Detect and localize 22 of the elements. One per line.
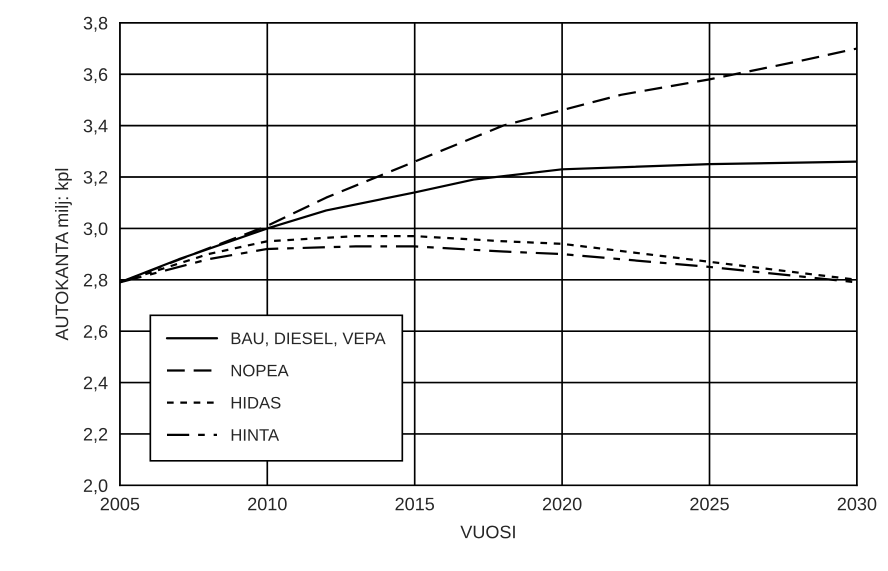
y-tick-label: 3,0	[84, 222, 108, 238]
y-tick-label: 2,6	[84, 325, 108, 340]
y-axis-title: AUTOKANTA milj: kpl	[55, 168, 72, 341]
x-axis-title: VUOSI	[460, 526, 515, 538]
legend-label: HIDAS	[232, 396, 280, 409]
y-tick-label: 3,4	[84, 120, 108, 134]
legend-label: NOPEA	[232, 364, 289, 376]
legend-label: HINTA	[232, 429, 280, 441]
legend-label: BAU, DIESEL, VEPA	[232, 332, 386, 346]
x-tick-label: 2030	[838, 498, 876, 510]
x-tick-label: 2020	[542, 498, 582, 510]
y-tick-label: 3,2	[84, 170, 108, 186]
x-tick-label: 2015	[396, 498, 434, 510]
y-tick-label: 2,2	[84, 428, 108, 443]
y-tick-label: 2,0	[84, 479, 108, 494]
y-tick-label: 3,8	[84, 16, 108, 32]
x-tick-label: 2010	[248, 498, 287, 510]
y-tick-label: 2,4	[84, 376, 108, 392]
x-tick-label: 2025	[690, 498, 729, 510]
y-tick-label: 3,6	[84, 68, 108, 84]
x-tick-label: 2005	[100, 498, 140, 510]
y-tick-label: 2,8	[84, 274, 108, 289]
